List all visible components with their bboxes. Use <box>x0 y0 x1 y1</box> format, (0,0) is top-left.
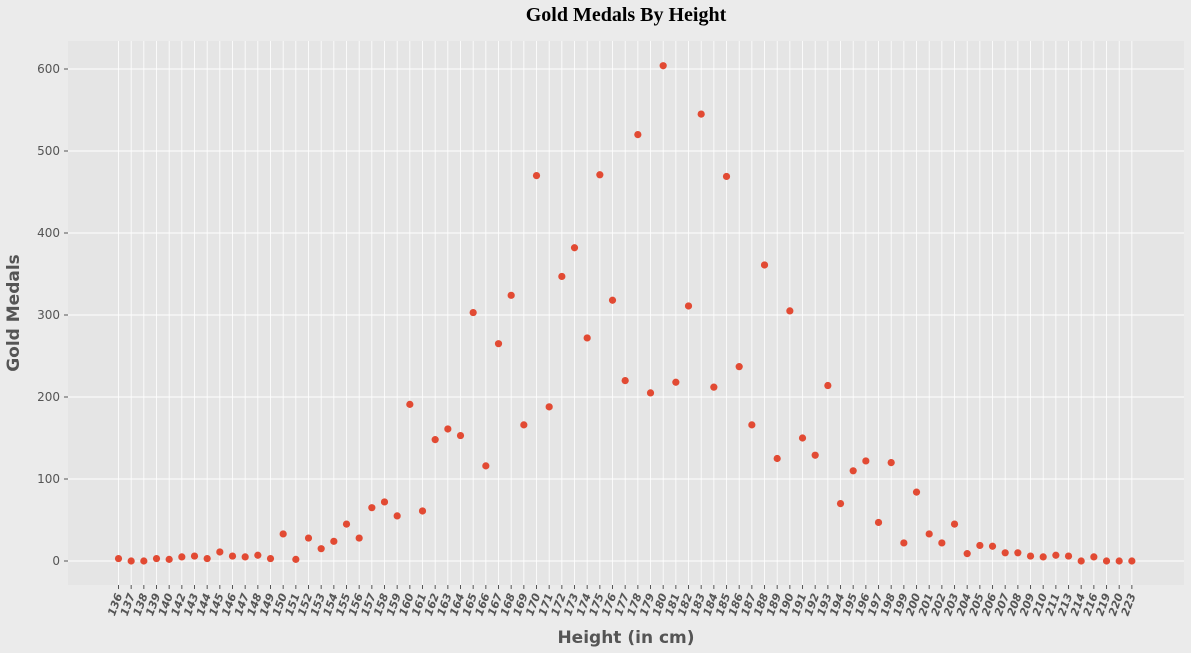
data-point <box>304 534 313 542</box>
data-point <box>1077 557 1085 565</box>
data-point <box>1128 557 1136 565</box>
data-point <box>330 537 338 545</box>
y-tick-label: 200 <box>37 390 60 404</box>
y-tick-label: 600 <box>37 62 60 76</box>
data-point <box>241 553 249 561</box>
data-point <box>1052 551 1060 559</box>
data-point <box>203 554 211 563</box>
data-point <box>469 308 477 317</box>
data-point <box>342 520 351 528</box>
data-point <box>380 498 389 506</box>
data-point <box>266 554 275 563</box>
data-point <box>735 363 743 371</box>
data-point <box>786 307 794 315</box>
data-point <box>140 557 148 565</box>
y-tick-label: 300 <box>37 308 60 322</box>
data-point <box>228 552 237 560</box>
data-point <box>646 389 655 397</box>
data-point <box>456 431 465 440</box>
data-point <box>887 459 895 467</box>
data-point <box>482 462 490 470</box>
data-point <box>1014 549 1022 557</box>
data-point <box>608 296 617 304</box>
data-point <box>710 383 718 391</box>
chart-title: Gold Medals By Height <box>526 4 727 26</box>
data-point <box>1102 557 1111 565</box>
data-point <box>773 454 781 463</box>
data-point <box>216 548 224 556</box>
data-point <box>545 403 553 411</box>
data-point <box>368 504 376 512</box>
y-tick-label: 0 <box>52 554 60 568</box>
grid-lines <box>68 41 1184 585</box>
data-point <box>127 557 135 565</box>
y-tick-label: 400 <box>37 226 60 240</box>
data-point <box>672 378 680 386</box>
data-point <box>1039 553 1047 561</box>
data-point <box>494 340 503 348</box>
data-point <box>836 500 845 508</box>
data-point <box>912 488 921 496</box>
data-point <box>254 551 262 559</box>
y-tick-label: 500 <box>37 144 60 158</box>
data-point <box>317 545 325 553</box>
data-point <box>279 530 287 538</box>
data-point <box>393 512 401 520</box>
data-point <box>190 552 199 560</box>
data-point <box>152 554 161 563</box>
data-point <box>165 555 173 563</box>
data-point <box>1026 552 1035 560</box>
data-point <box>862 457 870 465</box>
data-point <box>406 400 414 408</box>
data-point <box>520 421 528 429</box>
y-tick-label: 100 <box>37 472 60 486</box>
data-point <box>811 451 819 459</box>
data-point <box>570 244 579 252</box>
data-point <box>431 436 439 444</box>
x-axis-ticks: 1361371381391401421431441451461471481491… <box>105 585 1139 618</box>
data-point <box>507 291 515 299</box>
data-point <box>292 555 300 563</box>
data-point <box>684 302 693 310</box>
plot-area <box>68 41 1184 585</box>
y-axis-label: Gold Medals <box>4 254 24 372</box>
data-point <box>532 172 541 180</box>
y-axis-ticks: 0 100 200 300 400 500 600 <box>37 62 68 568</box>
data-points <box>114 62 1136 565</box>
data-point <box>1115 557 1123 565</box>
data-point <box>355 534 363 542</box>
data-point <box>900 539 908 547</box>
data-point <box>659 62 667 70</box>
data-point <box>114 554 123 563</box>
x-axis-label: Height (in cm) <box>557 628 694 648</box>
data-point <box>178 553 186 561</box>
data-point <box>1064 552 1073 560</box>
data-point <box>621 377 629 385</box>
data-point <box>634 131 642 139</box>
data-point <box>963 550 971 558</box>
data-point <box>722 172 731 181</box>
data-point <box>558 272 566 281</box>
data-point <box>444 425 452 433</box>
data-point <box>583 334 591 342</box>
data-point <box>1001 549 1009 557</box>
data-point <box>697 110 705 118</box>
data-point <box>760 261 769 269</box>
data-point <box>596 171 604 179</box>
data-point <box>824 381 832 390</box>
data-point <box>418 507 427 515</box>
data-point <box>988 542 997 550</box>
data-point <box>925 530 933 538</box>
data-point <box>849 467 857 475</box>
data-point <box>874 518 883 527</box>
data-point <box>976 541 984 550</box>
data-point <box>748 421 756 429</box>
data-point <box>938 539 946 547</box>
data-point <box>798 434 807 442</box>
data-point <box>1090 553 1098 561</box>
data-point <box>950 520 959 528</box>
